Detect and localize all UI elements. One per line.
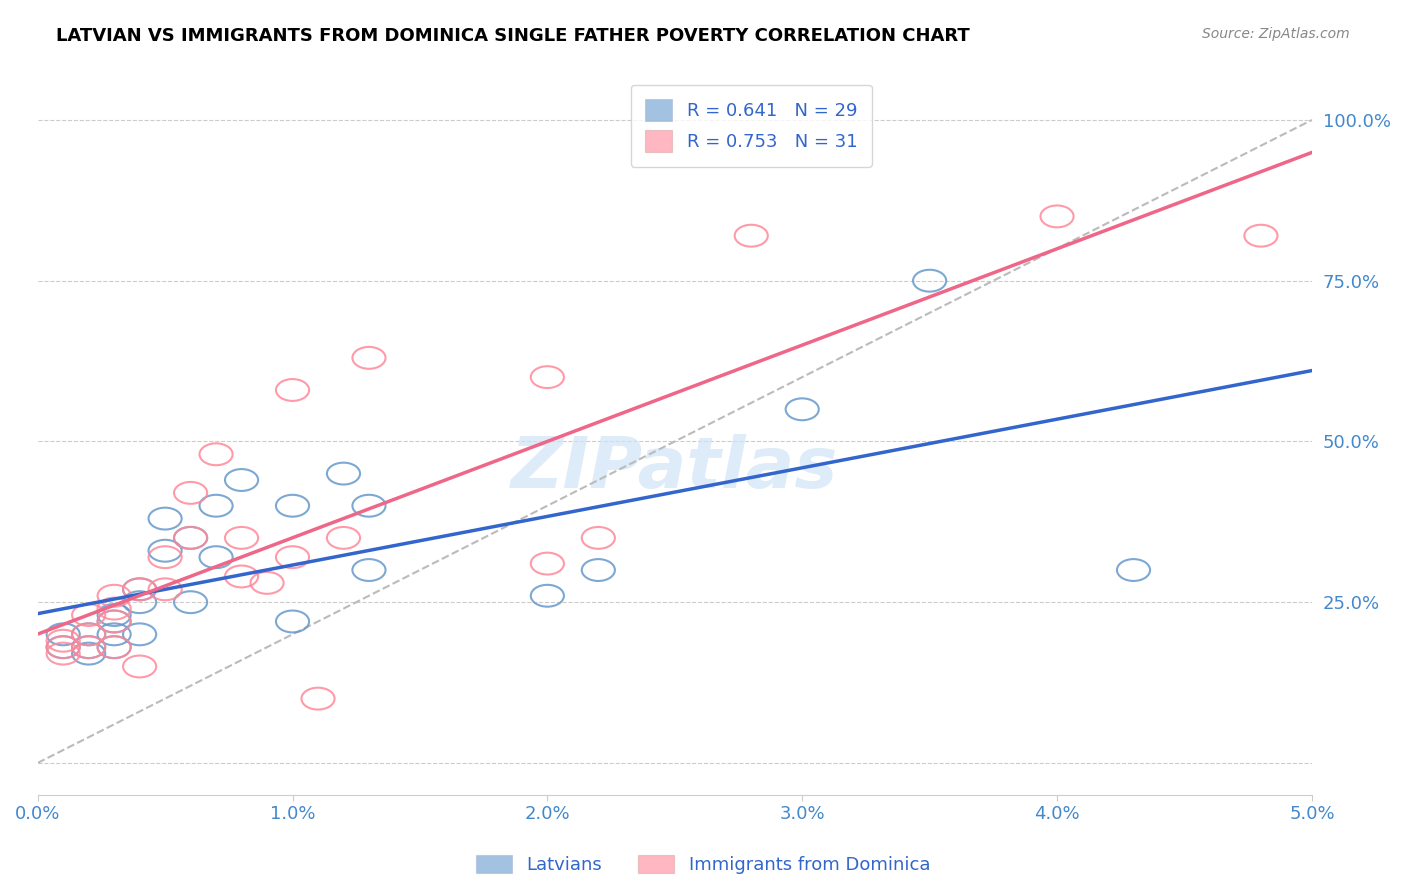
Text: LATVIAN VS IMMIGRANTS FROM DOMINICA SINGLE FATHER POVERTY CORRELATION CHART: LATVIAN VS IMMIGRANTS FROM DOMINICA SING…	[56, 27, 970, 45]
Text: ZIPatlas: ZIPatlas	[512, 434, 838, 502]
Text: Source: ZipAtlas.com: Source: ZipAtlas.com	[1202, 27, 1350, 41]
Legend: R = 0.641   N = 29, R = 0.753   N = 31: R = 0.641 N = 29, R = 0.753 N = 31	[631, 85, 872, 167]
Legend: Latvians, Immigrants from Dominica: Latvians, Immigrants from Dominica	[467, 846, 939, 883]
